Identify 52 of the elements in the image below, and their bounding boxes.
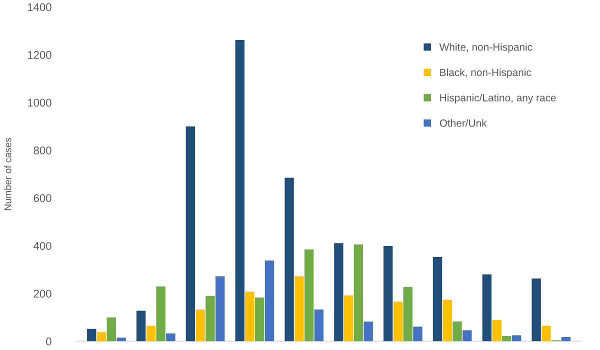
y-tick-label: 0 bbox=[46, 338, 52, 346]
bar bbox=[334, 243, 344, 342]
bar bbox=[344, 295, 354, 342]
bar bbox=[393, 302, 403, 342]
bar bbox=[96, 332, 106, 342]
bar bbox=[294, 276, 304, 342]
bar bbox=[136, 310, 146, 342]
bar bbox=[156, 286, 166, 342]
bar bbox=[106, 317, 116, 342]
bar bbox=[452, 321, 462, 342]
bar bbox=[206, 296, 215, 342]
y-tick-label: 1200 bbox=[28, 51, 52, 59]
bar bbox=[314, 309, 324, 342]
bar bbox=[462, 330, 472, 342]
legend-label: Other/Unk bbox=[440, 119, 487, 127]
y-tick-label: 1400 bbox=[28, 3, 52, 12]
bar bbox=[542, 326, 551, 342]
bar bbox=[186, 126, 196, 342]
bar bbox=[354, 244, 364, 342]
bar bbox=[284, 178, 294, 342]
legend-label: Hispanic/Latino, any race bbox=[440, 94, 556, 104]
y-axis-title: Number of cases bbox=[4, 138, 12, 210]
bar bbox=[403, 287, 412, 342]
bar bbox=[482, 274, 492, 342]
legend-label: Black, non-Hispanic bbox=[440, 68, 532, 78]
legend-label: White, non-Hispanic bbox=[439, 43, 532, 53]
bar bbox=[532, 278, 541, 342]
bar bbox=[502, 336, 512, 342]
bar bbox=[492, 320, 502, 342]
y-tick-label: 800 bbox=[34, 146, 52, 154]
y-tick-label: 400 bbox=[34, 242, 52, 250]
bar bbox=[561, 336, 571, 342]
y-tick-label: 1000 bbox=[28, 98, 52, 107]
bar bbox=[432, 256, 442, 342]
bar bbox=[216, 276, 225, 342]
bar bbox=[116, 338, 126, 342]
bar bbox=[255, 298, 264, 342]
bar bbox=[196, 309, 205, 342]
bar bbox=[512, 335, 522, 342]
bar bbox=[364, 322, 373, 342]
bar bbox=[304, 249, 314, 342]
bar bbox=[146, 326, 156, 342]
bar bbox=[384, 246, 393, 342]
y-tick-label: 600 bbox=[34, 194, 52, 202]
y-tick-label: 200 bbox=[34, 290, 52, 298]
bar bbox=[166, 333, 176, 342]
bar bbox=[442, 300, 452, 342]
bar bbox=[413, 326, 422, 342]
bar bbox=[235, 40, 244, 342]
bar bbox=[87, 328, 96, 342]
bar bbox=[264, 260, 274, 342]
bar bbox=[245, 292, 254, 342]
